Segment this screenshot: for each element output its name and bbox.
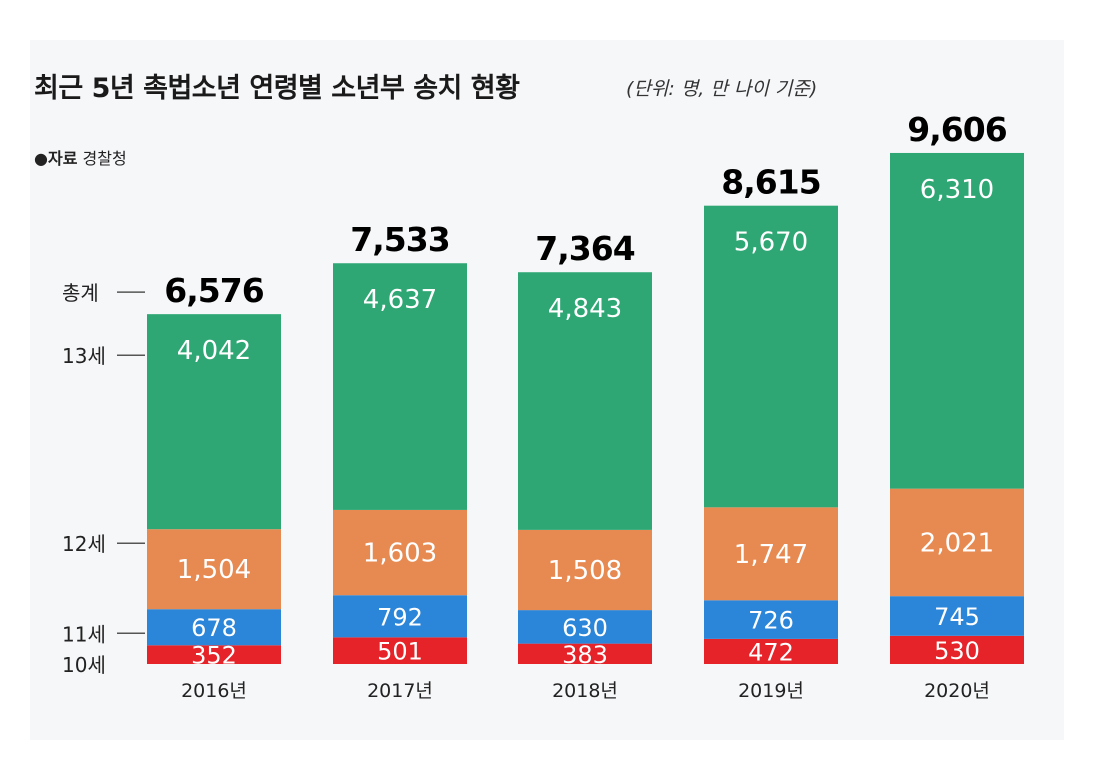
value-label-12세-2017년: 1,603 xyxy=(363,539,437,569)
age-label-10세: 10세 xyxy=(62,653,106,677)
value-label-12세-2019년: 1,747 xyxy=(734,540,808,570)
value-label-10세-2020년: 530 xyxy=(934,637,980,665)
bar-segment-12세-2019년 xyxy=(704,507,838,601)
bullet-icon: ● xyxy=(34,149,48,168)
bar-segment-13세-2016년 xyxy=(147,314,281,530)
bar-segment-11세-2017년 xyxy=(333,595,467,638)
total-axis-label: 총계 xyxy=(62,281,99,305)
bar-segment-12세-2018년 xyxy=(518,529,652,611)
value-label-11세-2017년: 792 xyxy=(377,603,423,631)
value-label-10세-2016년: 352 xyxy=(191,642,237,670)
age-label-13세: 13세 xyxy=(62,344,106,368)
bar-segment-10세-2019년 xyxy=(704,638,838,664)
value-label-12세-2016년: 1,504 xyxy=(177,555,251,585)
value-label-12세-2020년: 2,021 xyxy=(920,528,994,558)
bar-segment-10세-2020년 xyxy=(890,635,1024,664)
category-label-2018년: 2018년 xyxy=(552,680,618,702)
total-label-2017년: 7,533 xyxy=(350,220,449,259)
category-label-2017년: 2017년 xyxy=(367,680,433,702)
value-label-10세-2017년: 501 xyxy=(377,638,423,666)
total-label-2020년: 9,606 xyxy=(907,110,1006,149)
category-label-2016년: 2016년 xyxy=(181,680,247,702)
bar-segment-13세-2017년 xyxy=(333,263,467,510)
value-label-13세-2018년: 4,843 xyxy=(548,294,622,324)
value-label-13세-2017년: 4,637 xyxy=(363,285,437,315)
bar-segment-13세-2019년 xyxy=(704,205,838,508)
bar-segment-11세-2016년 xyxy=(147,609,281,646)
bar-segment-11세-2019년 xyxy=(704,600,838,639)
value-label-11세-2016년: 678 xyxy=(191,614,237,642)
source-value: 경찰청 xyxy=(82,149,127,168)
bar-segment-13세-2020년 xyxy=(890,152,1024,489)
total-label-2016년: 6,576 xyxy=(164,271,263,310)
value-label-11세-2019년: 726 xyxy=(748,607,794,635)
total-label-2019년: 8,615 xyxy=(721,163,820,202)
value-label-10세-2019년: 472 xyxy=(748,638,794,666)
value-label-11세-2018년: 630 xyxy=(562,614,608,642)
bar-segment-12세-2020년 xyxy=(890,488,1024,597)
bar-segment-11세-2018년 xyxy=(518,610,652,644)
age-label-11세: 11세 xyxy=(62,622,106,646)
bar-segment-13세-2018년 xyxy=(518,272,652,530)
category-label-2019년: 2019년 xyxy=(738,680,804,702)
value-label-13세-2019년: 5,670 xyxy=(734,228,808,258)
source-note: ●자료 경찰청 xyxy=(34,145,127,169)
value-label-13세-2016년: 4,042 xyxy=(177,336,251,366)
value-label-11세-2020년: 745 xyxy=(934,603,980,631)
total-label-2018년: 7,364 xyxy=(535,229,634,268)
bar-segment-12세-2017년 xyxy=(333,509,467,596)
value-label-10세-2018년: 383 xyxy=(562,641,608,669)
chart-title: 최근 5년 촉법소년 연령별 소년부 송치 현황 xyxy=(34,73,520,104)
bar-segment-10세-2018년 xyxy=(518,643,652,664)
bar-segment-12세-2016년 xyxy=(147,529,281,610)
age-label-12세: 12세 xyxy=(62,532,106,556)
value-label-13세-2020년: 6,310 xyxy=(920,175,994,205)
source-label: 자료 xyxy=(47,149,78,168)
bar-segment-10세-2016년 xyxy=(147,645,281,664)
unit-note: (단위: 명, 만 나이 기준) xyxy=(626,78,818,100)
bar-segment-10세-2017년 xyxy=(333,637,467,664)
bar-segment-11세-2020년 xyxy=(890,596,1024,636)
category-label-2020년: 2020년 xyxy=(924,680,990,702)
value-label-12세-2018년: 1,508 xyxy=(548,556,622,586)
